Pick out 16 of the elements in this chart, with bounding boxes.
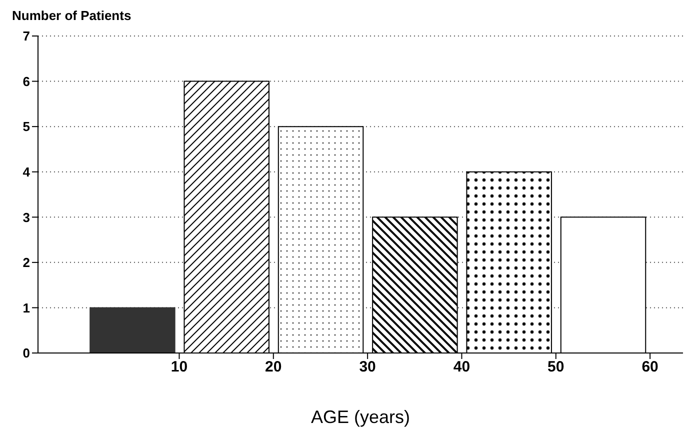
x-tick-label: 60 [642, 358, 658, 376]
y-tick-label: 5 [22, 119, 30, 134]
y-tick-label: 3 [22, 210, 30, 225]
y-tick-label: 4 [22, 164, 31, 180]
y-tick-label: 2 [22, 255, 30, 270]
y-tick-label: 0 [22, 346, 30, 361]
x-tick-label: 30 [359, 358, 376, 376]
y-tick-label: 6 [22, 74, 30, 89]
x-axis-title: AGE (years) [310, 407, 410, 427]
x-tick-label: 50 [548, 358, 564, 376]
y-tick-label: 7 [22, 28, 30, 44]
y-tick-label: 1 [22, 300, 30, 316]
x-tick-label: 20 [265, 358, 282, 376]
x-tick-label: 10 [170, 358, 188, 376]
y-axis-title: Number of Patients [12, 8, 132, 23]
x-tick-label: 40 [453, 358, 470, 376]
